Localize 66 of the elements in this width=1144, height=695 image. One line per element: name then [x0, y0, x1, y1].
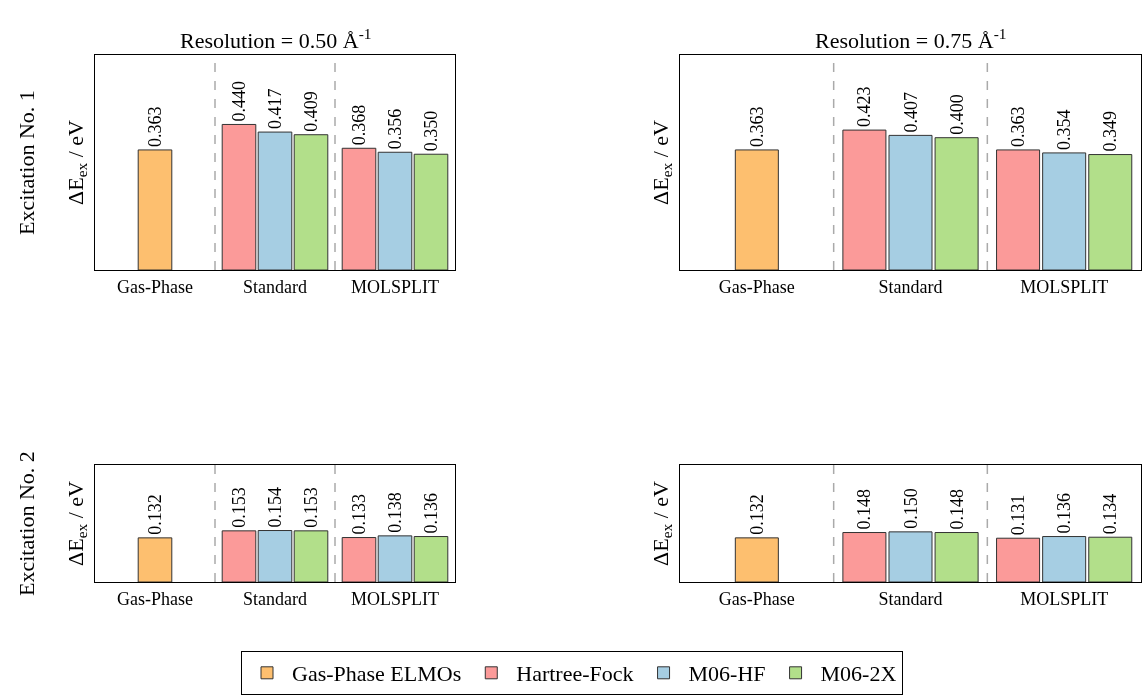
chart-title: Resolution = 0.50 Å$^{-1}$: [180, 25, 372, 54]
data-label: 0.154: [265, 487, 285, 528]
data-label: 0.363: [746, 106, 767, 147]
data-label: 0.133: [349, 494, 369, 535]
bar: [221, 530, 257, 582]
data-label: 0.409: [301, 91, 321, 132]
data-label: 0.363: [1008, 106, 1029, 147]
bar: [293, 530, 329, 582]
bar: [293, 134, 329, 270]
data-label: 0.423: [854, 86, 875, 128]
data-label: 0.400: [946, 94, 967, 135]
bar: [734, 149, 779, 270]
data-label: 0.153: [229, 487, 249, 528]
x-tick-label: Standard: [878, 276, 943, 297]
text: Excitation No. 1: [14, 90, 39, 235]
data-label: 0.132: [145, 494, 165, 535]
data-label: 0.440: [229, 80, 249, 122]
x-tick-label: Gas-Phase: [718, 588, 795, 609]
data-label: 0.350: [421, 110, 441, 152]
text: Excitation No. 2: [14, 451, 39, 596]
data-label: 0.132: [746, 494, 767, 535]
data-label: 0.148: [854, 489, 875, 530]
bar: [413, 153, 449, 270]
bar: [137, 537, 173, 582]
x-tick-label: MOLSPLIT: [1020, 588, 1109, 609]
bar: [257, 131, 293, 270]
data-label: 0.134: [1100, 493, 1121, 535]
data-label: 0.153: [301, 487, 321, 528]
legend-label: Hartree-Fock: [516, 661, 634, 687]
data-label: 0.138: [385, 492, 405, 533]
bar: [377, 535, 413, 582]
data-label: 0.131: [1008, 494, 1029, 536]
bar: [257, 530, 293, 582]
bar: [1042, 152, 1087, 270]
data-label: 0.368: [349, 104, 369, 146]
bar: [413, 536, 449, 582]
x-tick-label: Standard: [243, 276, 307, 297]
bar: [341, 537, 377, 582]
bar: [137, 149, 173, 270]
bar: [221, 123, 257, 270]
x-tick-label: Gas-Phase: [718, 276, 795, 297]
x-tick-label: MOLSPLIT: [1020, 276, 1109, 297]
bar: [996, 149, 1041, 270]
data-label: 0.136: [1054, 493, 1075, 534]
data-label: 0.354: [1054, 109, 1075, 150]
x-tick-label: Gas-Phase: [117, 276, 193, 297]
data-label: 0.349: [1100, 111, 1121, 152]
data-label: 0.417: [265, 88, 285, 130]
data-label: 0.407: [900, 91, 921, 133]
legend-label: M06-2X: [820, 661, 897, 687]
chart-title: Resolution = 0.75 Å$^{-1}$: [815, 25, 1007, 54]
x-tick-label: MOLSPLIT: [350, 588, 440, 609]
data-label: 0.356: [385, 108, 405, 150]
x-tick-label: Standard: [878, 588, 943, 609]
bar: [377, 151, 413, 270]
bar: [1088, 154, 1133, 270]
x-tick-label: Gas-Phase: [117, 588, 193, 609]
legend-label: Gas-Phase ELMOs: [292, 661, 462, 687]
x-tick-label: Standard: [243, 588, 307, 609]
data-label: 0.150: [900, 488, 921, 529]
bar: [341, 147, 377, 270]
data-label: 0.148: [946, 489, 967, 530]
x-tick-label: MOLSPLIT: [350, 276, 440, 297]
legend-label: M06-HF: [688, 661, 766, 687]
data-label: 0.363: [145, 106, 165, 147]
data-label: 0.136: [421, 493, 441, 534]
